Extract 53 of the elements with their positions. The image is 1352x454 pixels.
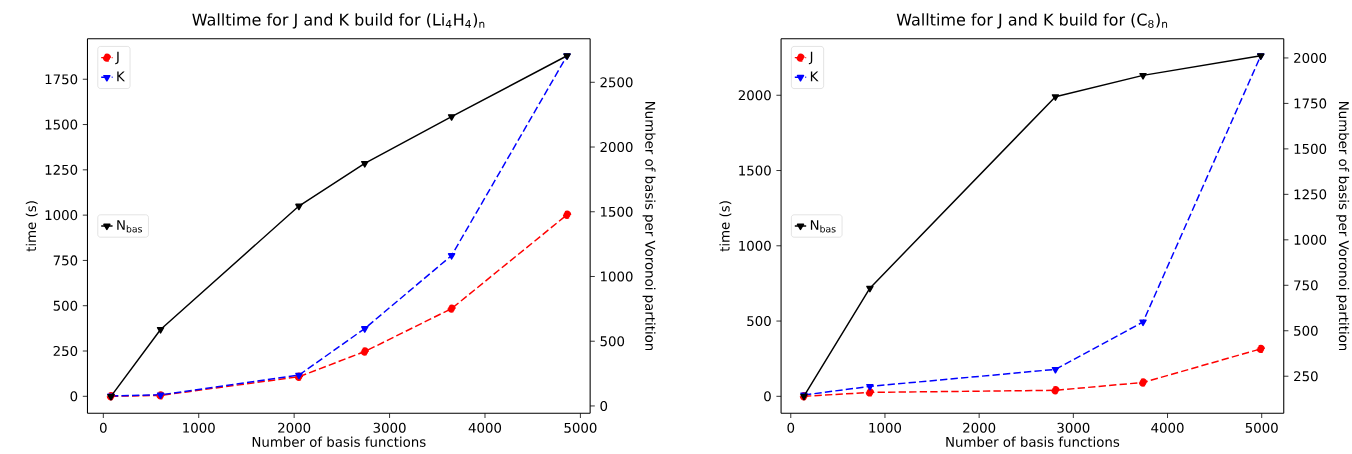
y2-tick-label: 250	[1294, 371, 1318, 382]
x-tick-label: 3000	[373, 422, 406, 433]
x-axis-title: Number of basis functions	[252, 436, 426, 447]
y-axis-title: time (s)	[25, 201, 38, 252]
y2-tick-label: 1500	[600, 206, 633, 217]
x-tick-label: 4000	[468, 422, 502, 433]
y2-tick-label: 0	[600, 400, 608, 411]
y2-tick-label: 1500	[1294, 143, 1327, 154]
x-tick-label: 5000	[564, 422, 597, 433]
y2-tick-label: 2500	[600, 77, 633, 88]
y-tick-label: 1750	[45, 74, 78, 85]
legend-label: K	[117, 71, 126, 82]
x-tick-label: 3000	[1057, 422, 1090, 433]
y2-tick-label: 1250	[1294, 189, 1327, 200]
y-tick-label: 0	[764, 391, 771, 402]
y2-tick-label: 1750	[1294, 98, 1327, 109]
x-tick-label: 1000	[869, 422, 902, 433]
y2-axis-title: Number of basis per Voronoi partition	[1336, 102, 1350, 351]
x-tick-label: 4000	[1151, 422, 1184, 433]
y-tick-label: 1500	[739, 165, 771, 176]
chart-title: Walltime for J and K build for (C$_{8}$)$_{n}$	[896, 13, 1168, 29]
x-tick-label: 5000	[1245, 422, 1278, 433]
y-tick-label: 1500	[45, 119, 78, 130]
y2-tick-label: 750	[1294, 280, 1318, 291]
x-tick-label: 1000	[183, 422, 215, 433]
legend-label: J	[808, 51, 813, 65]
y-axis-title: time (s)	[719, 201, 732, 252]
y-tick-label: 1250	[45, 164, 78, 175]
chart-title: Walltime for J and K build for (Li$_{4}$H$_{4}$)$_{n}$	[192, 13, 485, 29]
legend-label: N$_{bas}$	[810, 220, 836, 233]
legend-label: K	[810, 71, 819, 82]
x-tick-label: 0	[99, 422, 107, 433]
y2-axis-title: Number of basis per Voronoi partition	[642, 102, 656, 351]
y-tick-label: 1000	[739, 240, 771, 251]
y2-tick-label: 500	[600, 336, 625, 347]
y2-tick-label: 2000	[1294, 52, 1327, 63]
y2-tick-label: 500	[1294, 325, 1318, 336]
y2-tick-label: 1000	[1294, 234, 1327, 245]
x-tick-label: 2000	[963, 422, 996, 433]
y-tick-label: 750	[53, 255, 78, 266]
y-tick-label: 2000	[738, 90, 771, 101]
y-tick-label: 250	[53, 345, 78, 357]
y-tick-label: 500	[53, 300, 78, 311]
y2-tick-label: 2000	[600, 141, 633, 153]
y-tick-label: 1000	[45, 210, 78, 221]
y-tick-label: 0	[70, 391, 78, 402]
x-axis-title: Number of basis functions	[946, 436, 1120, 447]
y2-tick-label: 1000	[600, 271, 633, 282]
legend-label: N$_{bas}$	[117, 220, 143, 233]
y-tick-label: 500	[747, 316, 771, 327]
legend-label: J	[115, 51, 119, 65]
x-tick-label: 2000	[278, 422, 311, 433]
x-tick-label: 0	[787, 422, 795, 433]
